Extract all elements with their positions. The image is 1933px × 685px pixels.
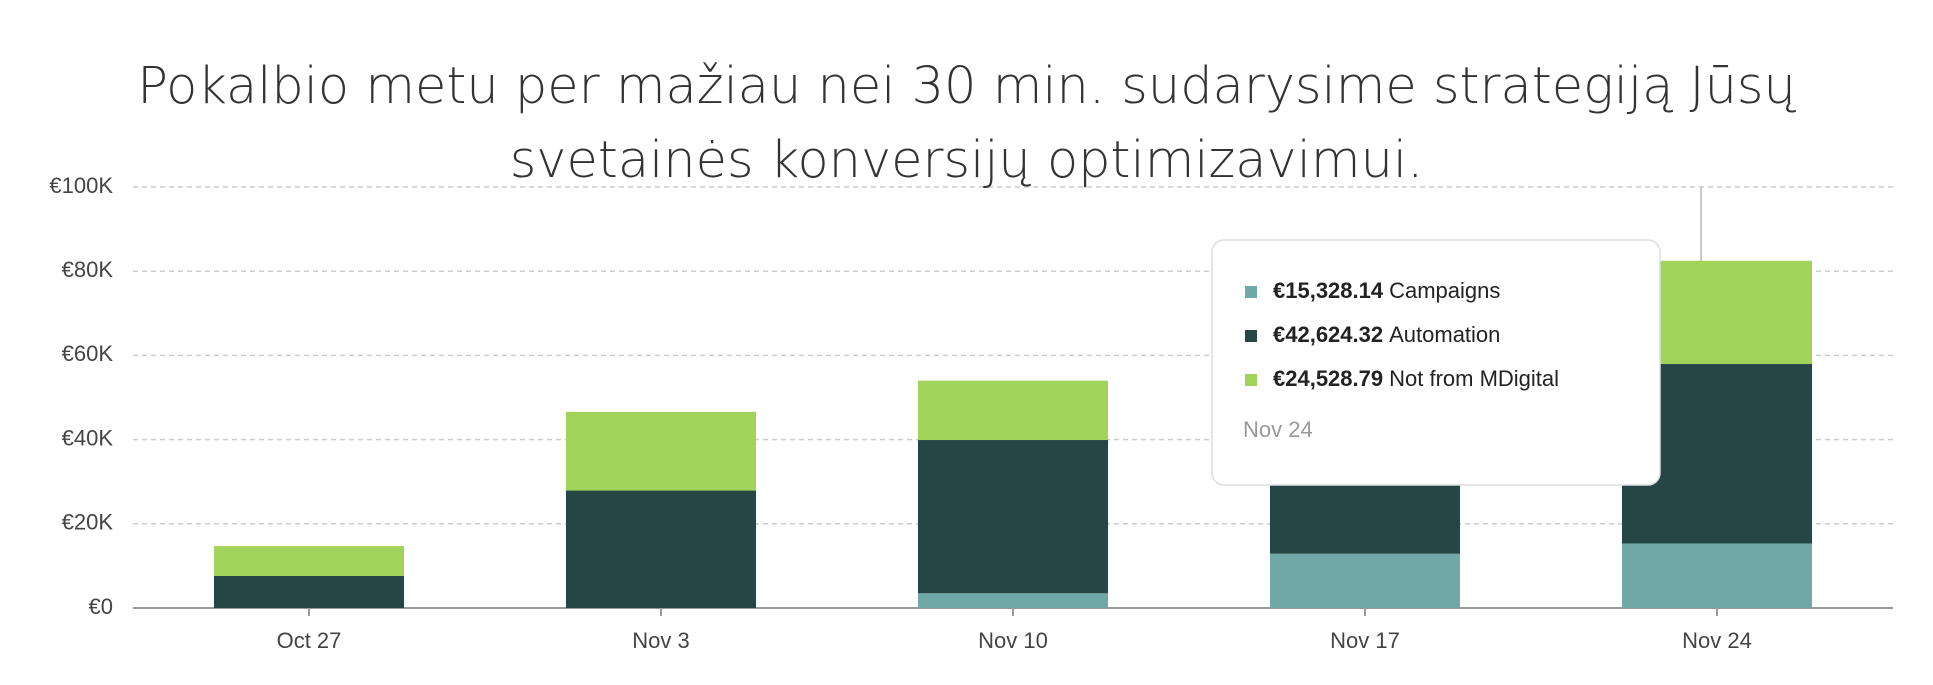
tooltip-series-name: Automation [1389, 322, 1500, 347]
y-tick-label: €80K [62, 257, 114, 282]
tooltip-value: €15,328.14 [1273, 278, 1384, 303]
y-tick-label: €100K [49, 173, 113, 198]
bar-segment [917, 380, 1109, 441]
y-tick-label: €0 [89, 594, 113, 619]
y-tick-label: €20K [62, 510, 114, 535]
tooltip-series-name: Campaigns [1389, 278, 1500, 303]
tooltip-swatch [1245, 374, 1257, 386]
bar-segment [565, 490, 757, 608]
tooltip-swatch [1245, 286, 1257, 298]
bar-segment [213, 576, 405, 608]
tooltip: €15,328.14 Campaigns€42,624.32 Automation€… [1211, 239, 1661, 486]
bar-segment [1621, 543, 1813, 608]
tooltip-box [1211, 239, 1661, 486]
bar-segment [1269, 553, 1461, 608]
y-tick-label: €60K [62, 341, 114, 366]
x-tick-label: Nov 10 [978, 628, 1048, 653]
y-tick-label: €40K [62, 425, 114, 450]
bar-segment [213, 546, 405, 577]
bar-segment [917, 440, 1109, 594]
tooltip-value: €42,624.32 [1273, 322, 1383, 347]
bar-segment [917, 593, 1109, 608]
x-tick-label: Nov 17 [1330, 628, 1400, 653]
tooltip-series-name: Not from MDigital [1389, 366, 1559, 391]
bar-segment [565, 411, 757, 491]
x-tick-label: Oct 27 [277, 628, 342, 653]
tooltip-date: Nov 24 [1243, 417, 1313, 442]
x-tick-label: Nov 3 [632, 628, 689, 653]
heading: Pokalbio metu per mažiau nei 30 min. sud… [137, 57, 1796, 190]
tooltip-value: €24,528.79 [1273, 366, 1383, 391]
tooltip-swatch [1245, 330, 1257, 342]
x-tick-label: Nov 24 [1682, 628, 1752, 653]
